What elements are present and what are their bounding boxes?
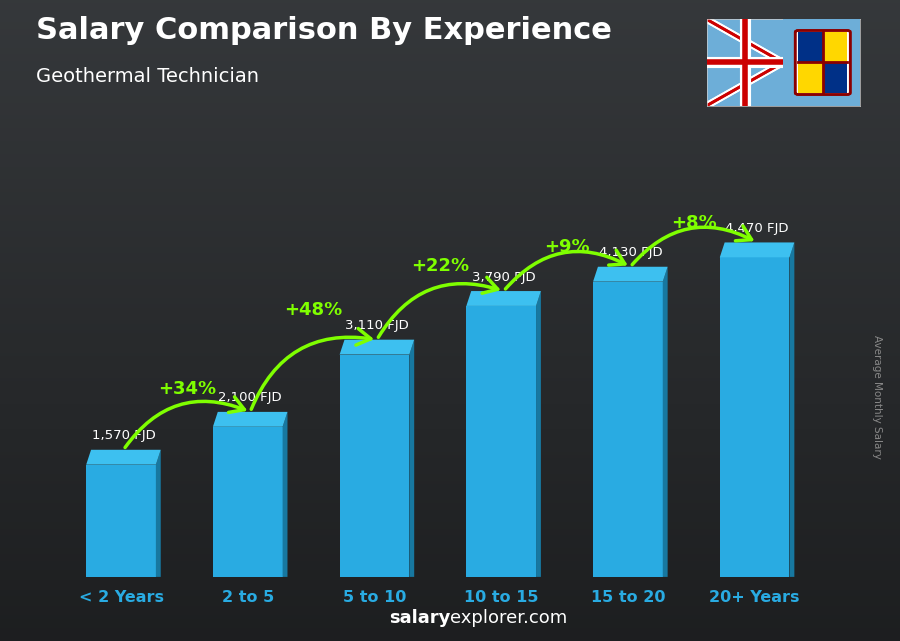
Polygon shape bbox=[156, 450, 161, 577]
Polygon shape bbox=[536, 291, 541, 577]
Polygon shape bbox=[86, 450, 161, 465]
Bar bbox=[783, 19, 860, 106]
Text: +48%: +48% bbox=[284, 301, 343, 319]
Text: 4,470 FJD: 4,470 FJD bbox=[725, 222, 788, 235]
Polygon shape bbox=[410, 340, 414, 577]
Bar bbox=[339, 354, 410, 577]
Text: +22%: +22% bbox=[411, 258, 469, 276]
FancyArrowPatch shape bbox=[378, 278, 498, 337]
Bar bbox=[86, 465, 156, 577]
Text: 2,100 FJD: 2,100 FJD bbox=[219, 392, 282, 404]
Text: 4,130 FJD: 4,130 FJD bbox=[598, 246, 662, 260]
FancyBboxPatch shape bbox=[796, 31, 850, 94]
Text: explorer.com: explorer.com bbox=[450, 609, 567, 627]
FancyArrowPatch shape bbox=[251, 329, 371, 410]
Polygon shape bbox=[593, 267, 668, 281]
Text: salary: salary bbox=[389, 609, 450, 627]
Bar bbox=[823, 32, 847, 62]
Polygon shape bbox=[720, 242, 795, 257]
Bar bbox=[466, 306, 536, 577]
Bar bbox=[593, 281, 662, 577]
Text: 1,570 FJD: 1,570 FJD bbox=[92, 429, 156, 442]
FancyArrowPatch shape bbox=[125, 397, 245, 447]
Text: 3,110 FJD: 3,110 FJD bbox=[345, 319, 409, 332]
Polygon shape bbox=[339, 340, 414, 354]
Bar bbox=[213, 427, 283, 577]
Text: +34%: +34% bbox=[158, 381, 216, 399]
Polygon shape bbox=[283, 412, 287, 577]
Text: +8%: +8% bbox=[670, 213, 716, 231]
Text: 3,790 FJD: 3,790 FJD bbox=[472, 271, 536, 283]
Text: Geothermal Technician: Geothermal Technician bbox=[36, 67, 259, 87]
Bar bbox=[798, 63, 823, 93]
FancyArrowPatch shape bbox=[632, 226, 752, 265]
Polygon shape bbox=[789, 242, 795, 577]
Text: +9%: +9% bbox=[544, 238, 590, 256]
Polygon shape bbox=[662, 267, 668, 577]
Text: Average Monthly Salary: Average Monthly Salary bbox=[872, 335, 883, 460]
Polygon shape bbox=[466, 291, 541, 306]
Polygon shape bbox=[213, 412, 287, 427]
Text: Salary Comparison By Experience: Salary Comparison By Experience bbox=[36, 16, 612, 45]
Bar bbox=[720, 257, 789, 577]
Bar bbox=[798, 32, 823, 62]
Bar bbox=[823, 63, 847, 93]
FancyArrowPatch shape bbox=[506, 250, 625, 289]
